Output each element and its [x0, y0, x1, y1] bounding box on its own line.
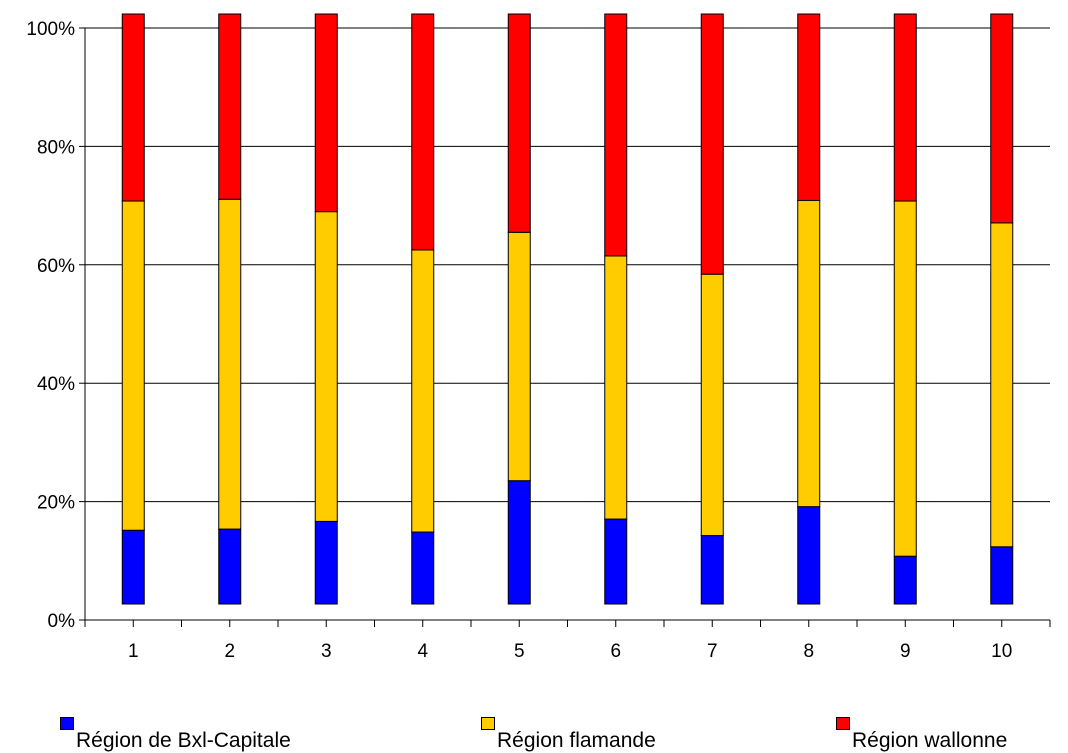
x-tick-label: 6	[610, 641, 621, 662]
x-tick-label: 5	[514, 641, 525, 662]
legend-label-bruxelles: Région de Bxl-Capitale	[76, 729, 291, 752]
bar-segment-flamande	[218, 198, 242, 530]
legend: Région de Bxl-Capitale Région flamande R…	[0, 714, 1068, 752]
bar-segment-bruxelles	[411, 531, 435, 605]
legend-swatch-flamande	[481, 717, 495, 730]
legend-label-wallonne: Région wallonne	[852, 729, 1008, 752]
x-tick-label: 3	[321, 641, 332, 662]
x-tick-label: 8	[803, 641, 814, 662]
bar-segment-bruxelles	[604, 518, 628, 605]
y-tick-labels: 0% 20% 40% 60% 80% 100%	[26, 19, 75, 632]
axes	[79, 27, 1051, 627]
legend-label-flamande: Région flamande	[497, 729, 656, 752]
stacked-bar-chart: 0% 20% 40% 60% 80% 100% 1 2 3 4 5 6 7 8 9 10	[26, 13, 1051, 662]
bar-segment-bruxelles	[700, 535, 724, 605]
gridlines	[85, 27, 1050, 503]
y-tick-label: 80%	[37, 137, 75, 158]
bar-segment-bruxelles	[314, 520, 338, 605]
bar-segment-wallonne	[700, 13, 724, 275]
bar-segment-flamande	[121, 200, 145, 531]
y-tick-label: 100%	[26, 19, 75, 40]
x-tick-label: 2	[224, 641, 235, 662]
bar-segment-flamande	[604, 255, 628, 520]
bar-segment-flamande	[507, 231, 531, 482]
x-tick-label: 1	[128, 641, 139, 662]
bar-segment-wallonne	[121, 13, 145, 202]
bar-segment-flamande	[314, 211, 338, 522]
bar-segment-wallonne	[218, 13, 242, 200]
bar-segment-flamande	[893, 200, 917, 557]
bar-segment-wallonne	[604, 13, 628, 257]
bar-segment-wallonne	[314, 13, 338, 213]
bar-segment-bruxelles	[121, 529, 145, 605]
y-tick-label: 20%	[37, 493, 75, 514]
bar-segment-wallonne	[507, 13, 531, 233]
x-tick-labels: 1 2 3 4 5 6 7 8 9 10	[128, 641, 1012, 662]
x-tick-label: 9	[900, 641, 911, 662]
bar-segment-wallonne	[411, 13, 435, 251]
bar-segment-wallonne	[893, 13, 917, 202]
bar-segment-flamande	[990, 222, 1014, 548]
bar-segment-flamande	[700, 273, 724, 537]
y-tick-label: 60%	[37, 256, 75, 277]
bar-segment-flamande	[797, 199, 821, 508]
bar-segment-bruxelles	[990, 546, 1014, 605]
bar-segment-flamande	[411, 249, 435, 533]
legend-swatch-bruxelles	[60, 717, 74, 730]
x-tick-label: 4	[417, 641, 428, 662]
bar-segment-wallonne	[797, 13, 821, 201]
bar-segment-bruxelles	[893, 555, 917, 605]
y-tick-label: 40%	[37, 374, 75, 395]
x-tick-label: 10	[991, 641, 1012, 662]
bar-segment-bruxelles	[507, 480, 531, 605]
bar-segment-bruxelles	[218, 528, 242, 605]
x-tick-label: 7	[707, 641, 718, 662]
bars	[121, 13, 1014, 605]
y-tick-label: 0%	[48, 611, 76, 632]
bar-segment-bruxelles	[797, 506, 821, 605]
legend-swatch-wallonne	[836, 717, 850, 730]
bar-segment-wallonne	[990, 13, 1014, 224]
